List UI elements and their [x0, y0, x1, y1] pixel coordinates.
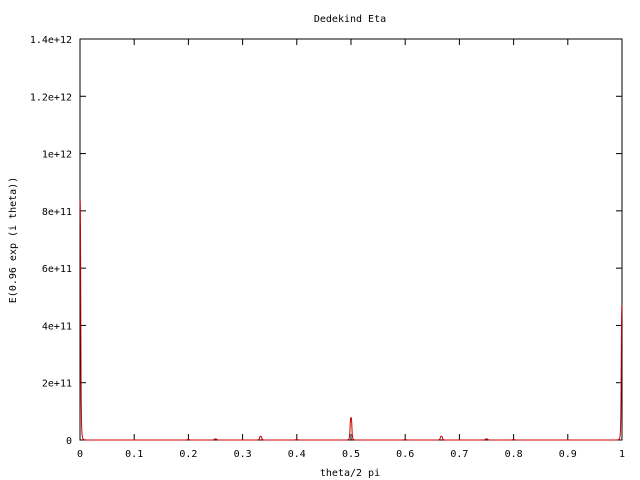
- x-tick-label: 0.1: [125, 449, 143, 460]
- y-tick-label: 1e+12: [42, 150, 72, 161]
- y-tick-label: 8e+11: [42, 207, 72, 218]
- x-tick-label: 0.8: [505, 449, 523, 460]
- x-axis: 0 0.1 0.2 0.3 0.4 0.5 0.6 0.7 0.8 0.9 1: [77, 39, 625, 460]
- x-tick-label: 0.9: [559, 449, 577, 460]
- y-tick-label: 1.2e+12: [30, 92, 72, 103]
- y-tick-label: 6e+11: [42, 264, 72, 275]
- x-tick-label: 0.2: [179, 449, 197, 460]
- x-tick-label: 1: [619, 449, 625, 460]
- y-tick-label: 0: [66, 436, 72, 447]
- y-tick-label: 1.4e+12: [30, 35, 72, 46]
- x-tick-label: 0.3: [234, 449, 252, 460]
- chart-title: Dedekind Eta: [314, 14, 386, 25]
- y-axis-label: E(0.96 exp (i theta)): [8, 177, 19, 303]
- y-tick-label: 2e+11: [42, 379, 72, 390]
- series-line: [79, 199, 623, 441]
- y-axis: 0 2e+11 4e+11 6e+11 8e+11 1e+12 1.2e+12 1.4e+12: [30, 35, 622, 447]
- x-tick-label: 0: [77, 449, 83, 460]
- x-tick-label: 0.7: [450, 449, 468, 460]
- x-tick-label: 0.4: [288, 449, 306, 460]
- x-tick-label: 0.5: [342, 449, 360, 460]
- plot-frame: [79, 38, 623, 441]
- x-axis-label: theta/2 pi: [320, 468, 380, 479]
- y-tick-label: 4e+11: [42, 321, 72, 332]
- x-tick-label: 0.6: [396, 449, 414, 460]
